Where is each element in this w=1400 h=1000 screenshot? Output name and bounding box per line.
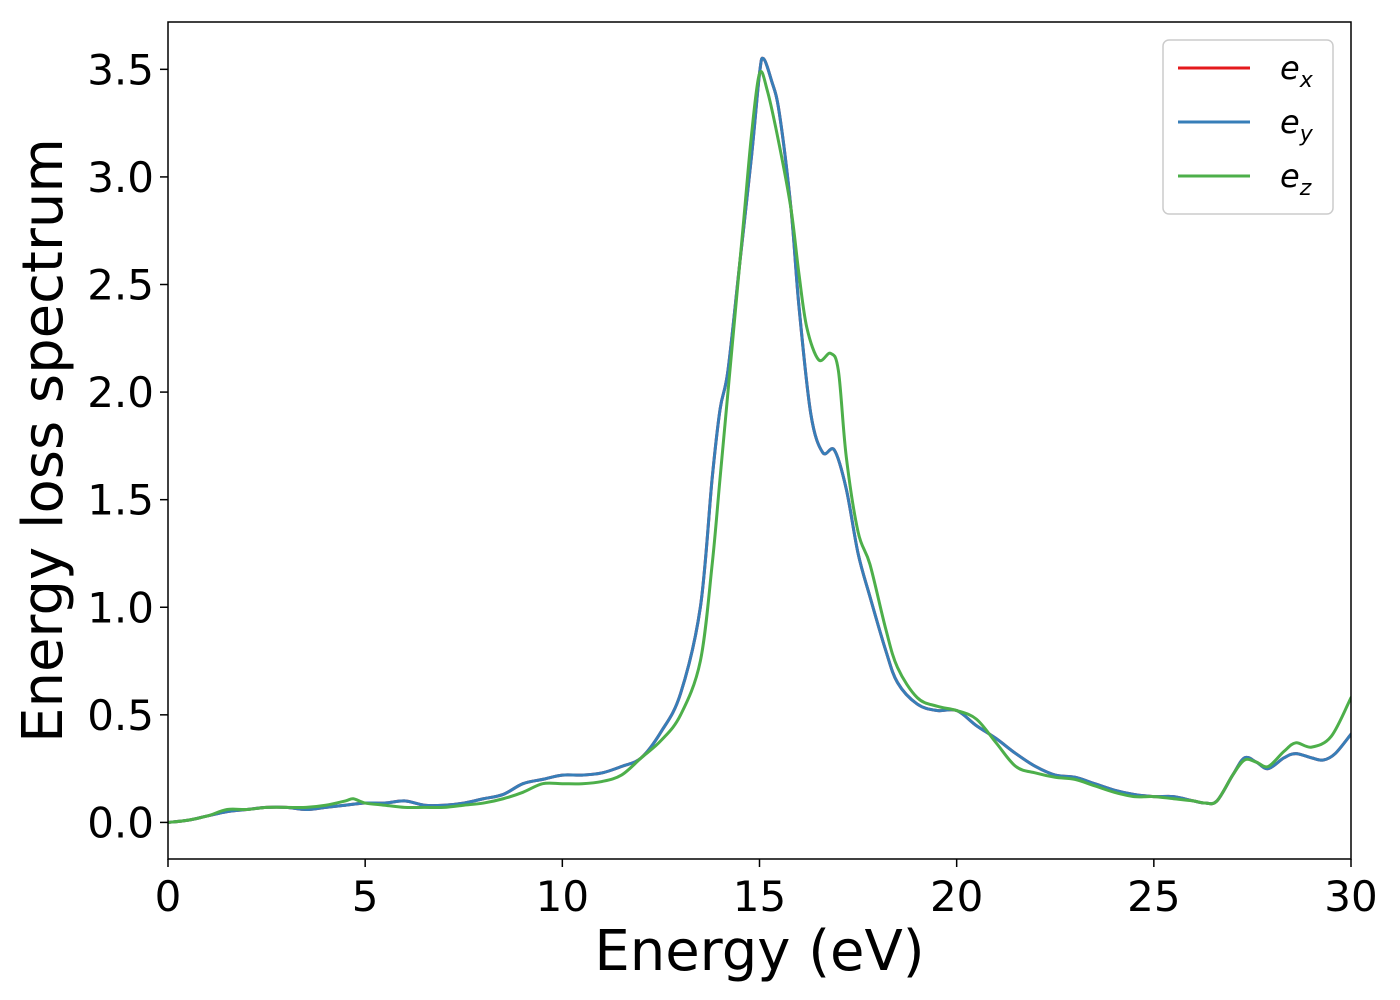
legend-items: ex ey ez: [1178, 49, 1314, 201]
y-tick-label: 1.5: [87, 476, 154, 525]
y-tick-label: 3.5: [87, 45, 154, 94]
legend-box: [1162, 39, 1334, 215]
y-tick-label: 1.0: [87, 583, 154, 632]
x-axis-label: Energy (eV): [594, 919, 924, 984]
y-tick-label: 2.0: [87, 368, 154, 417]
x-tick-label: 25: [1127, 872, 1180, 921]
y-axis-label: Energy loss spectrum: [11, 138, 76, 743]
x-axis-ticks: 0 5 10 15 20 25 30: [155, 859, 1378, 921]
y-axis-ticks: 0.0 0.5 1.0 1.5 2.0 2.5 3.0 3.5: [87, 45, 168, 847]
y-tick-label: 0.5: [87, 691, 154, 740]
x-tick-label: 15: [733, 872, 786, 921]
x-tick-label: 5: [352, 872, 379, 921]
x-tick-label: 10: [536, 872, 589, 921]
y-tick-label: 0.0: [87, 798, 154, 847]
y-tick-label: 2.5: [87, 261, 154, 310]
series-layer: [168, 56, 1351, 824]
legend-label-ex: ex: [1280, 49, 1314, 93]
legend-label-ez: ez: [1280, 157, 1312, 201]
legend: ex ey ez: [1162, 39, 1334, 215]
y-tick-label: 3.0: [87, 153, 154, 202]
x-tick-label: 20: [930, 872, 983, 921]
series-line-ez: [168, 70, 1351, 824]
x-tick-label: 30: [1324, 872, 1377, 921]
legend-label-ey: ey: [1280, 103, 1314, 147]
x-tick-label: 0: [155, 872, 182, 921]
